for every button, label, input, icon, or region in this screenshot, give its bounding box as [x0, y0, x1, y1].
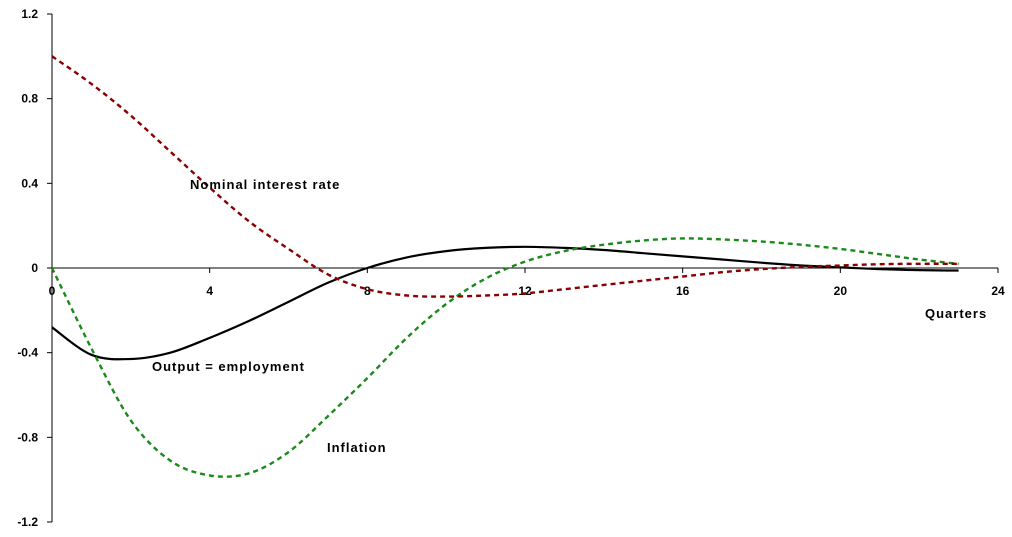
series-lines: [50, 55, 959, 478]
series-labels: Nominal interest rate Output = employmen…: [152, 177, 987, 455]
x-tick-label: 4: [206, 284, 213, 298]
x-tick-label: 8: [364, 284, 371, 298]
x-tick-label: 12: [518, 284, 532, 298]
y-tick-label: -0.8: [17, 430, 38, 444]
y-tick-label: 0.8: [21, 92, 38, 106]
tick-labels: 1.2 0.8 0.4 0 -0.4 -0.8 -1.2 0 4 8 12 16 20 24: [17, 7, 1005, 529]
series-inflation: [50, 237, 959, 478]
y-tick-label: 0.4: [21, 176, 38, 190]
y-tick-label: -0.4: [17, 346, 38, 360]
x-tick-label: 24: [991, 284, 1005, 298]
x-tick-label: 0: [49, 284, 56, 298]
series-label-nominal-interest-rate: Nominal interest rate: [190, 177, 340, 192]
x-tick-label: 20: [834, 284, 848, 298]
series-output-employment: [51, 245, 959, 361]
series-label-output-employment: Output = employment: [152, 359, 305, 374]
x-axis-title: Quarters: [925, 306, 987, 321]
y-tick-label: 0: [31, 261, 38, 275]
series-nominal-interest-rate: [51, 55, 959, 298]
series-label-inflation: Inflation: [327, 440, 387, 455]
y-tick-label: -1.2: [17, 515, 38, 529]
y-tick-label: 1.2: [21, 7, 38, 21]
x-tick-label: 16: [676, 284, 690, 298]
